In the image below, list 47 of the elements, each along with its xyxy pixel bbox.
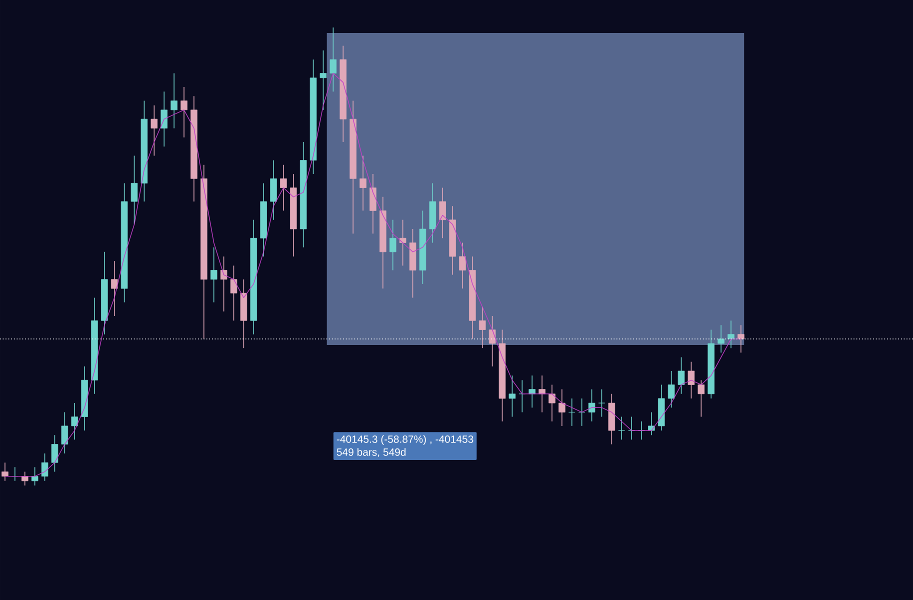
annotation: -40145.3 (-58.87%) , -401453 xyxy=(336,435,474,445)
candlestick xyxy=(688,361,695,399)
candlestick xyxy=(668,370,675,408)
candlestick xyxy=(568,398,576,426)
candlestick xyxy=(71,402,78,440)
candlestick xyxy=(548,384,556,422)
candlestick xyxy=(21,471,28,486)
candlestick xyxy=(170,72,178,129)
candlestick xyxy=(728,320,734,348)
candlestick xyxy=(399,219,406,266)
candlestick xyxy=(508,375,516,418)
candlestick xyxy=(180,86,188,138)
candlestick xyxy=(439,187,446,239)
candlestick xyxy=(558,388,566,426)
candlestick xyxy=(618,416,625,440)
candlestick xyxy=(459,242,466,289)
candlestick xyxy=(270,160,277,220)
candlestick xyxy=(389,219,396,271)
candlestick xyxy=(280,164,287,212)
candlestick xyxy=(160,91,168,147)
candlestick xyxy=(320,50,327,110)
candlestick xyxy=(488,316,496,367)
candlestick xyxy=(678,356,685,394)
candlestick xyxy=(2,462,8,482)
candlestick xyxy=(718,324,724,354)
candlestick xyxy=(370,174,376,234)
candlestick xyxy=(230,265,238,321)
candlestick xyxy=(598,388,606,418)
candlestick xyxy=(588,388,596,422)
candlestick xyxy=(130,155,138,225)
candlestick xyxy=(538,375,546,413)
annotation: 549 bars, 549d xyxy=(336,448,406,458)
candlestick xyxy=(31,466,38,486)
candlestick xyxy=(210,246,218,303)
candlestick xyxy=(41,453,48,482)
candlestick xyxy=(578,398,586,426)
candlestick xyxy=(220,256,228,312)
candlestick xyxy=(111,260,118,316)
candlestick xyxy=(330,27,337,92)
candlestick xyxy=(61,412,68,454)
candlestick xyxy=(51,434,58,472)
candlestick xyxy=(150,104,158,156)
candlestick xyxy=(738,324,744,354)
candlestick xyxy=(698,380,705,418)
candlestick xyxy=(478,306,486,348)
candlestick xyxy=(528,375,536,408)
candlestick xyxy=(360,155,366,212)
